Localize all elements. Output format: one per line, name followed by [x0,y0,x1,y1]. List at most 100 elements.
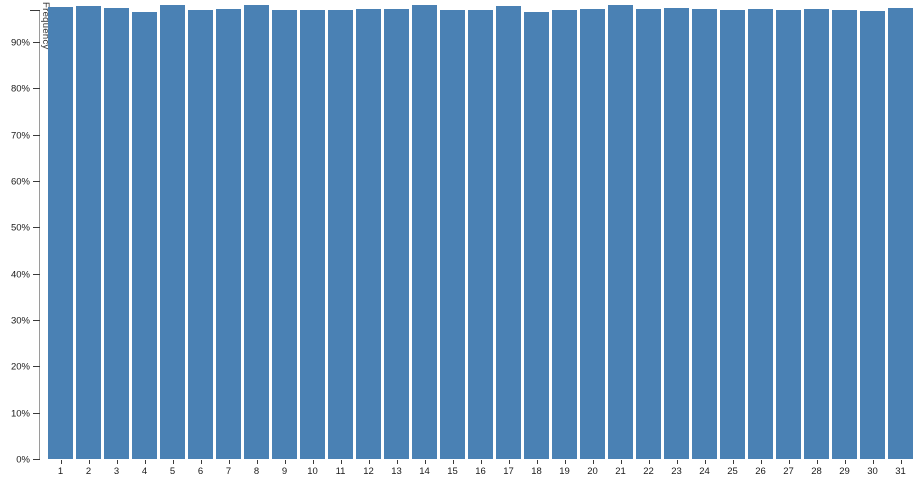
x-tick-label: 24 [699,466,710,477]
y-tick [33,88,40,89]
x-tick-label: 27 [783,466,794,477]
y-tick-label: 70% [10,130,30,141]
bar [524,11,549,459]
y-axis-end-tick [30,10,40,11]
x-tick [788,460,790,464]
x-tick [648,460,650,464]
x-tick-label: 10 [307,466,318,477]
bar [888,7,913,459]
x-tick-label: 7 [225,466,232,477]
bar [104,8,129,459]
y-tick-label: 0% [16,454,30,465]
bar [412,4,437,459]
x-tick [312,460,314,464]
bar [608,4,633,459]
bar [356,9,381,459]
y-tick [33,227,40,228]
x-tick [508,460,510,464]
bar [244,4,269,459]
y-tick [33,320,40,321]
x-tick [284,460,286,464]
x-tick [816,460,818,464]
bar [664,8,689,459]
x-tick-label: 30 [867,466,878,477]
y-tick [33,42,40,43]
x-tick-label: 9 [281,466,288,477]
x-tick [452,460,454,464]
x-tick-label: 12 [363,466,374,477]
bar [552,10,577,459]
x-tick [844,460,846,464]
y-tick [33,366,40,367]
x-tick-label: 2 [85,466,92,477]
x-tick-label: 29 [839,466,850,477]
bar [832,10,857,459]
bar [384,9,409,459]
x-tick [396,460,398,464]
y-tick [33,459,40,460]
x-tick [116,460,118,464]
bar [328,10,353,459]
x-tick-label: 4 [141,466,148,477]
y-axis-title: Frequency [40,2,51,50]
bar [692,9,717,459]
x-tick-label: 26 [755,466,766,477]
y-tick-label: 20% [10,361,30,372]
bar [804,9,829,459]
x-tick-label: 20 [587,466,598,477]
x-tick-label: 1 [57,466,64,477]
bar [468,10,493,459]
x-tick [424,460,426,464]
x-tick [172,460,174,464]
x-tick [368,460,370,464]
x-tick [228,460,230,464]
x-tick-label: 8 [253,466,260,477]
y-tick [33,135,40,136]
x-tick-label: 17 [503,466,514,477]
bar [860,11,885,459]
bar [48,6,73,459]
x-tick [144,460,146,464]
x-tick [60,460,62,464]
y-tick-label: 50% [10,222,30,233]
x-tick [872,460,874,464]
x-tick [620,460,622,464]
x-tick [676,460,678,464]
bar [76,5,101,459]
y-tick [33,413,40,414]
x-tick [480,460,482,464]
x-tick-label: 16 [475,466,486,477]
bar [160,4,185,459]
y-tick-label: 10% [10,408,30,419]
x-tick-label: 6 [197,466,204,477]
bar [272,10,297,459]
bar [636,9,661,459]
bar [132,11,157,459]
x-tick-label: 5 [169,466,176,477]
x-tick [564,460,566,464]
x-tick-label: 31 [895,466,906,477]
x-tick [900,460,902,464]
y-tick-label: 60% [10,176,30,187]
x-tick-label: 25 [727,466,738,477]
y-tick-label: 90% [10,37,30,48]
x-tick-label: 18 [531,466,542,477]
x-tick [340,460,342,464]
x-tick-label: 23 [671,466,682,477]
y-tick-label: 80% [10,83,30,94]
x-tick-label: 13 [391,466,402,477]
x-tick [732,460,734,464]
x-tick-label: 15 [447,466,458,477]
bar [300,10,325,459]
x-tick-label: 14 [419,466,430,477]
x-tick [200,460,202,464]
bar [776,10,801,459]
bar [440,10,465,459]
x-tick [88,460,90,464]
y-tick [33,274,40,275]
x-tick [536,460,538,464]
x-tick-label: 22 [643,466,654,477]
x-tick [256,460,258,464]
